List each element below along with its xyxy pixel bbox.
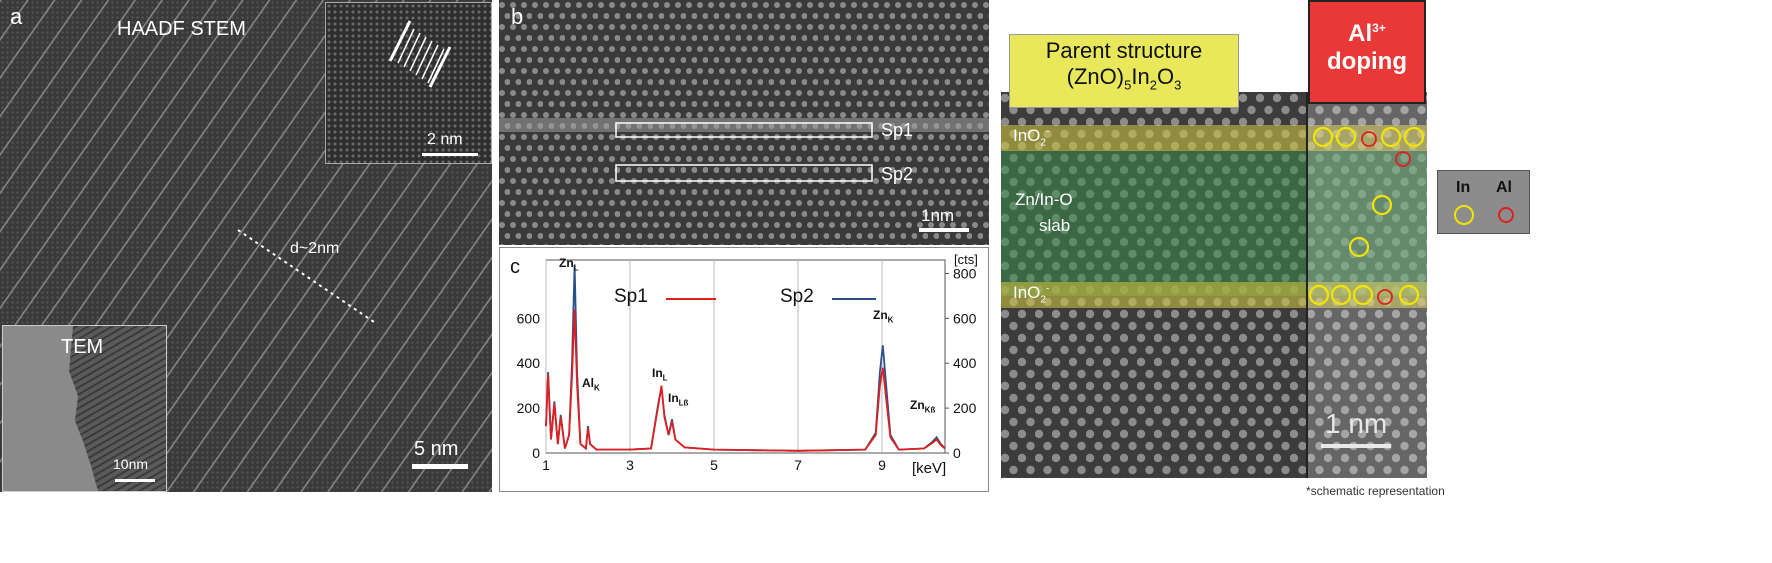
- ino2-label-top: InO2-: [1013, 126, 1050, 149]
- spacing-label: d~2nm: [290, 240, 340, 257]
- x-tick-label: 7: [794, 457, 802, 473]
- panel-d-schematic-image: InO2- InO2- Zn/In-O slab 1 nm: [1001, 92, 1427, 478]
- y-tick-label-left: 600: [517, 310, 541, 326]
- slab-label-line2: slab: [1039, 216, 1071, 235]
- peak-label-al-k: AlK: [582, 376, 600, 393]
- peak-label-zn-k: ZnK: [873, 308, 894, 325]
- x-tick-label: 1: [542, 457, 550, 473]
- y-tick-label-right: 200: [953, 400, 977, 416]
- panel-b-scale-label: 1nm: [921, 206, 955, 225]
- peak-label-in-l: InL: [652, 366, 668, 383]
- y-tick-label-right: 600: [953, 310, 977, 326]
- plot-frame: [545, 259, 946, 454]
- series-line-sp2: [545, 264, 946, 452]
- panel-a-title: HAADF STEM: [117, 18, 246, 40]
- series-line-sp1: [545, 309, 946, 452]
- y-tick-label-left: 400: [517, 355, 541, 371]
- panel-c-edx-spectrum: 1 3 5 7 9 0 200 400 600 0 200 400 600 800 c [cts] [ke…: [499, 247, 989, 492]
- hr-inset: 2 nm: [325, 2, 492, 164]
- panel-b-letter: b: [511, 4, 524, 29]
- schematic-footnote: *schematic representation: [1306, 484, 1445, 498]
- panel-a-scale-label: 5 nm: [414, 438, 459, 460]
- tem-scale-label: 10nm: [113, 456, 149, 472]
- unit-cts: [cts]: [954, 252, 978, 267]
- tem-label: TEM: [61, 336, 104, 358]
- sp1-label: Sp1: [881, 120, 914, 140]
- ion-legend-box: In Al: [1437, 170, 1530, 234]
- parent-structure-line1: Parent structure: [1045, 38, 1203, 63]
- peak-label-zn-l: ZnL: [559, 256, 579, 273]
- tem-inset: TEM 10nm: [2, 325, 167, 492]
- parent-structure-box: Parent structure (ZnO)5In2O3: [1009, 34, 1239, 108]
- panel-a-haadf-image: a HAADF STEM d~2nm 5 nm: [0, 0, 492, 492]
- parent-structure-formula: (ZnO)5In2O3: [1066, 64, 1182, 93]
- al-doping-box: Al3+ doping: [1308, 0, 1426, 104]
- x-tick-label: 3: [626, 457, 634, 473]
- y-tick-label-right: 0: [953, 445, 961, 461]
- ino2-label-bottom: InO2-: [1013, 283, 1050, 306]
- edx-chart: 1 3 5 7 9 0 200 400 600 0 200 400 600 800: [517, 259, 977, 473]
- inset-scale-label: 2 nm: [427, 131, 463, 148]
- legend-al-ring: [1498, 207, 1514, 223]
- slab-label-line1: Zn/In-O: [1015, 190, 1073, 209]
- panel-c-letter: c: [510, 256, 520, 278]
- legend-in-label: In: [1456, 179, 1471, 196]
- al-doping-line1: Al3+: [1348, 20, 1386, 47]
- panel-d-scale-label: 1 nm: [1325, 408, 1388, 439]
- peak-label-in-lb: InLß: [668, 391, 689, 408]
- legend-sp2-label: Sp2: [780, 286, 814, 307]
- legend-sp2-swatch: [832, 298, 876, 300]
- y-tick-label-left: 0: [532, 445, 540, 461]
- panel-b-stem-image: b Sp1 Sp2 1nm: [499, 0, 989, 245]
- y-tick-label-right: 400: [953, 355, 977, 371]
- y-tick-label-left: 200: [517, 400, 541, 416]
- x-tick-label: 5: [710, 457, 718, 473]
- al-doping-line2: doping: [1327, 48, 1407, 75]
- legend-al-label: Al: [1496, 179, 1512, 196]
- sp2-label: Sp2: [881, 164, 914, 184]
- legend-sp1-label: Sp1: [614, 286, 648, 307]
- y-tick-label-right: 800: [953, 265, 977, 281]
- legend-sp1-swatch: [666, 298, 716, 300]
- legend-in-ring: [1454, 205, 1474, 225]
- peak-label-zn-kb: ZnKß: [910, 398, 936, 415]
- panel-a-letter: a: [10, 4, 23, 29]
- x-tick-label: 9: [878, 457, 886, 473]
- unit-kev: [keV]: [912, 460, 947, 477]
